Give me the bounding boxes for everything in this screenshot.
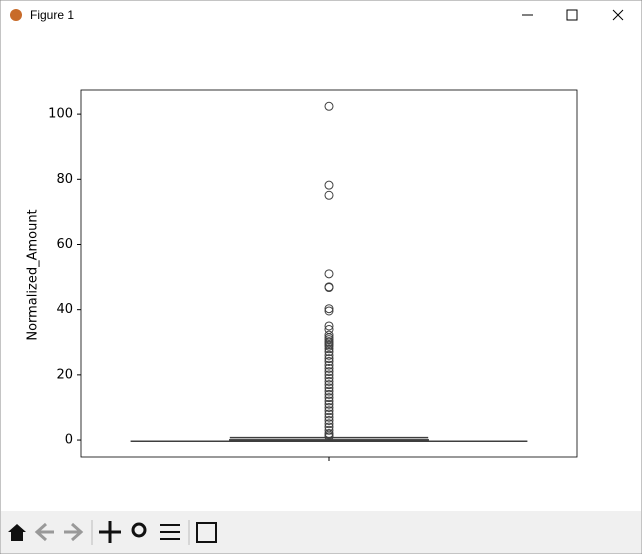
outlier: [324, 269, 334, 279]
outlier: [324, 402, 334, 412]
outlier: [324, 347, 334, 357]
outlier: [324, 357, 334, 367]
y-tick-label: 60: [56, 237, 73, 252]
outlier: [324, 386, 334, 396]
outlier: [324, 341, 334, 351]
outlier: [324, 101, 334, 111]
outlier: [324, 283, 334, 293]
outlier: [324, 406, 334, 416]
back-button[interactable]: [34, 522, 54, 542]
outlier: [324, 409, 334, 419]
outlier: [324, 350, 334, 360]
outlier: [324, 425, 334, 435]
outlier: [324, 393, 334, 403]
pan-button[interactable]: [99, 521, 121, 543]
toolbar: [1, 511, 641, 553]
outlier: [324, 363, 334, 373]
outlier: [324, 389, 334, 399]
outlier: [324, 360, 334, 370]
maximize-button[interactable]: [566, 9, 578, 21]
outlier: [324, 180, 334, 190]
outlier: [324, 304, 334, 314]
outlier: [324, 190, 334, 200]
outlier: [324, 321, 334, 331]
y-tick-label: 0: [65, 433, 73, 448]
outlier: [324, 432, 334, 442]
plot: Normalized_Amount 0 20 40 60 80 100: [26, 89, 578, 461]
zoom-button[interactable]: [131, 522, 147, 538]
outlier: [324, 373, 334, 383]
y-tick-label: 20: [56, 367, 73, 382]
outlier: [324, 370, 334, 380]
outlier: [324, 415, 334, 425]
title-bar: Figure 1: [10, 8, 624, 22]
y-tick-label: 80: [56, 172, 73, 187]
window-title: Figure 1: [30, 8, 74, 22]
close-button[interactable]: [612, 9, 624, 21]
configure-button[interactable]: [160, 524, 180, 540]
outlier: [324, 344, 334, 354]
outlier: [324, 383, 334, 393]
outlier: [324, 412, 334, 422]
outlier: [324, 354, 334, 364]
outlier: [324, 376, 334, 386]
app-icon: [10, 9, 22, 21]
toolbar-bg: [1, 511, 641, 553]
y-axis-label: Normalized_Amount: [26, 209, 41, 340]
forward-button[interactable]: [64, 522, 84, 542]
save-button[interactable]: [196, 522, 217, 543]
y-tick-label: 100: [48, 107, 73, 122]
outlier: [324, 367, 334, 377]
outlier: [324, 306, 334, 316]
outlier: [324, 380, 334, 390]
home-button[interactable]: [8, 524, 26, 541]
outlier: [324, 419, 334, 429]
y-tick-label: 40: [56, 302, 73, 317]
outlier: [324, 396, 334, 406]
outlier: [324, 399, 334, 409]
